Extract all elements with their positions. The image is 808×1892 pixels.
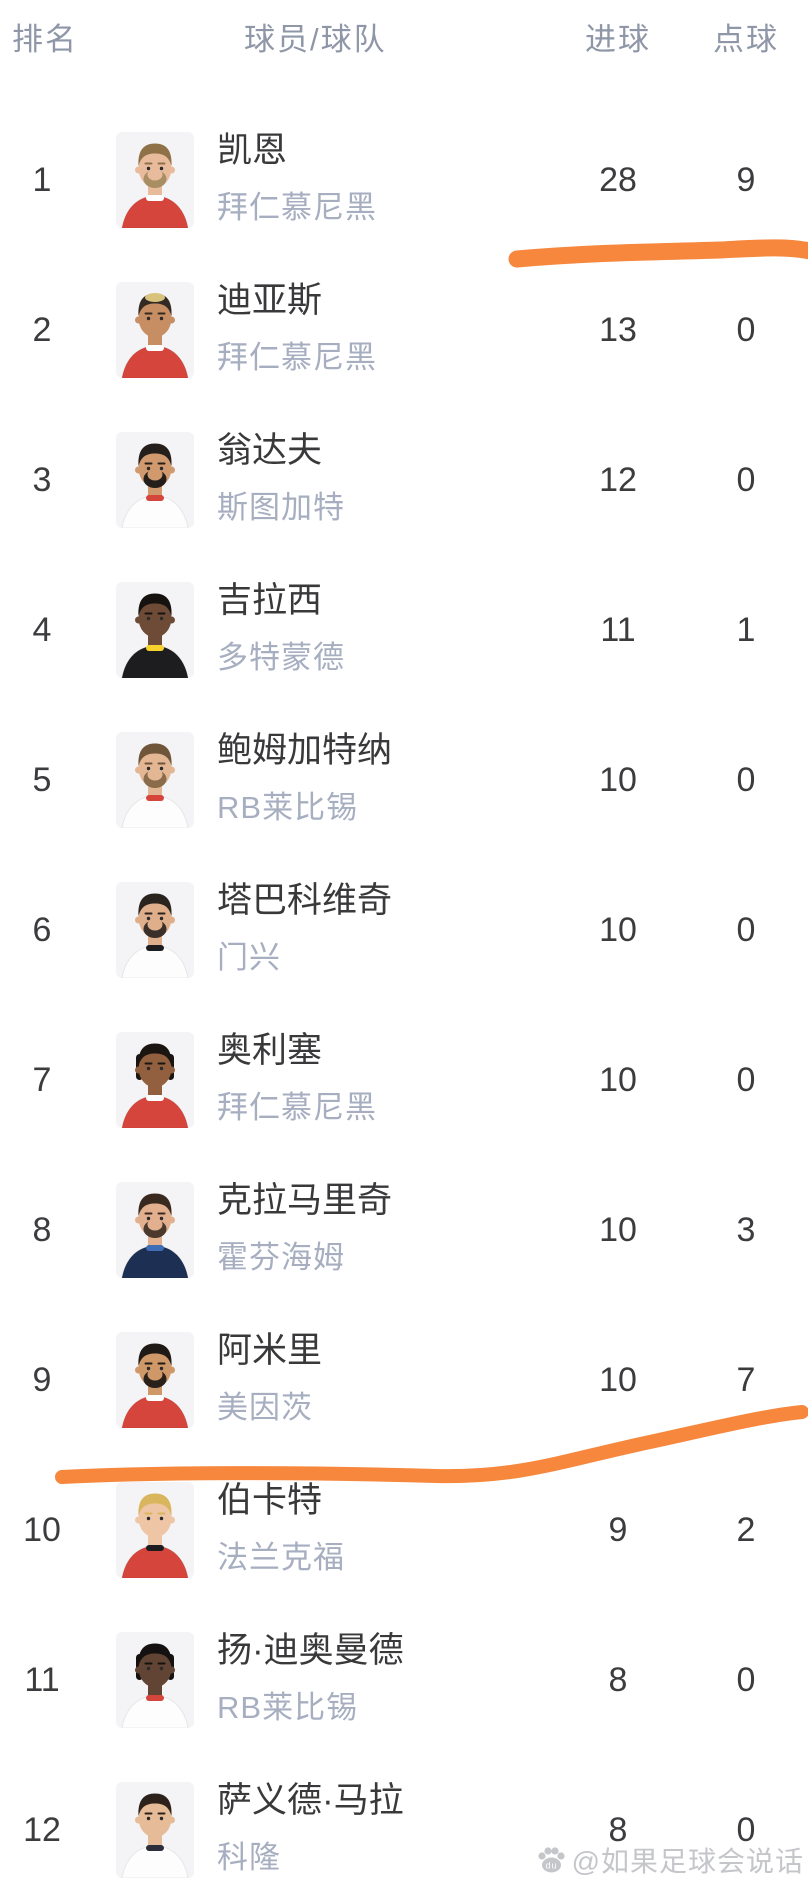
goals-cell: 10 bbox=[599, 1360, 637, 1399]
rank-cell: 4 bbox=[32, 610, 52, 649]
player-avatar bbox=[116, 1032, 194, 1128]
player-name: 伯卡特 bbox=[217, 1481, 323, 1520]
watermark: du @如果足球会说话 bbox=[535, 1840, 804, 1880]
scorer-row[interactable]: 10 伯卡特 法兰克福 9 2 bbox=[0, 1455, 808, 1605]
scorer-row[interactable]: 6 塔巴科维奇 门兴 10 0 bbox=[0, 855, 808, 1005]
penalties-cell: 3 bbox=[736, 1210, 756, 1249]
player-avatar bbox=[116, 432, 194, 528]
player-avatar bbox=[116, 1782, 194, 1878]
penalties-cell: 0 bbox=[736, 1810, 756, 1849]
player-team: 科隆 bbox=[217, 1840, 281, 1875]
column-header-goals: 进球 bbox=[585, 22, 651, 57]
scorer-row[interactable]: 12 萨义德·马拉 科隆 8 0 bbox=[0, 1755, 808, 1892]
player-team: 拜仁慕尼黑 bbox=[217, 340, 377, 375]
baijiahao-paw-icon: du bbox=[537, 1847, 565, 1873]
goals-cell: 11 bbox=[600, 610, 636, 649]
scorer-row[interactable]: 7 奥利塞 拜仁慕尼黑 10 0 bbox=[0, 1005, 808, 1155]
player-name: 塔巴科维奇 bbox=[217, 881, 393, 920]
scorer-row[interactable]: 2 迪亚斯 拜仁慕尼黑 13 0 bbox=[0, 255, 808, 405]
goals-cell: 9 bbox=[608, 1510, 628, 1549]
scorer-row[interactable]: 9 阿米里 美因茨 10 7 bbox=[0, 1305, 808, 1455]
player-name: 迪亚斯 bbox=[217, 281, 323, 320]
player-avatar bbox=[116, 1182, 194, 1278]
goals-cell: 10 bbox=[599, 1210, 637, 1249]
goals-cell: 10 bbox=[599, 910, 637, 949]
penalties-cell: 9 bbox=[736, 160, 756, 199]
paw-logo-text: du bbox=[545, 1861, 557, 1871]
player-name: 萨义德·马拉 bbox=[217, 1781, 404, 1820]
rank-cell: 3 bbox=[32, 460, 52, 499]
goals-cell: 10 bbox=[599, 1060, 637, 1099]
player-team: 门兴 bbox=[217, 940, 281, 975]
goals-cell: 12 bbox=[599, 460, 637, 499]
player-team: RB莱比锡 bbox=[217, 790, 359, 825]
player-name: 吉拉西 bbox=[217, 581, 323, 620]
rank-cell: 2 bbox=[32, 310, 52, 349]
player-avatar bbox=[116, 132, 194, 228]
goals-cell: 10 bbox=[599, 760, 637, 799]
penalties-cell: 2 bbox=[736, 1510, 756, 1549]
player-name: 阿米里 bbox=[217, 1331, 323, 1370]
penalties-cell: 0 bbox=[736, 1660, 756, 1699]
player-name: 奥利塞 bbox=[217, 1031, 323, 1070]
rank-cell: 6 bbox=[32, 910, 52, 949]
rank-cell: 7 bbox=[32, 1060, 52, 1099]
rank-cell: 12 bbox=[23, 1810, 61, 1849]
goals-cell: 8 bbox=[608, 1660, 628, 1699]
player-name: 克拉马里奇 bbox=[217, 1181, 393, 1220]
rank-cell: 1 bbox=[32, 160, 52, 199]
penalties-cell: 0 bbox=[736, 460, 756, 499]
scorer-row[interactable]: 8 克拉马里奇 霍芬海姆 10 3 bbox=[0, 1155, 808, 1305]
player-name: 鲍姆加特纳 bbox=[217, 731, 393, 770]
column-header-rank: 排名 bbox=[12, 22, 78, 57]
goals-cell: 28 bbox=[599, 160, 637, 199]
penalties-cell: 0 bbox=[736, 910, 756, 949]
column-header-player-team: 球员/球队 bbox=[244, 22, 387, 57]
player-team: RB莱比锡 bbox=[217, 1690, 359, 1725]
player-team: 法兰克福 bbox=[217, 1540, 345, 1575]
player-name: 凯恩 bbox=[217, 131, 288, 170]
scorer-row[interactable]: 4 吉拉西 多特蒙德 11 1 bbox=[0, 555, 808, 705]
rank-cell: 11 bbox=[24, 1660, 60, 1699]
player-avatar bbox=[116, 582, 194, 678]
rank-cell: 5 bbox=[32, 760, 52, 799]
player-team: 拜仁慕尼黑 bbox=[217, 1090, 377, 1125]
player-team: 多特蒙德 bbox=[217, 640, 345, 675]
player-team: 斯图加特 bbox=[217, 490, 345, 525]
player-avatar bbox=[116, 882, 194, 978]
player-avatar bbox=[116, 732, 194, 828]
goals-cell: 8 bbox=[608, 1810, 628, 1849]
scorer-row[interactable]: 11 扬·迪奥曼德 RB莱比锡 8 0 bbox=[0, 1605, 808, 1755]
player-avatar bbox=[116, 1482, 194, 1578]
scorer-row[interactable]: 3 翁达夫 斯图加特 12 0 bbox=[0, 405, 808, 555]
player-avatar bbox=[116, 1332, 194, 1428]
scorer-row[interactable]: 5 鲍姆加特纳 RB莱比锡 10 0 bbox=[0, 705, 808, 855]
player-avatar bbox=[116, 282, 194, 378]
player-team: 霍芬海姆 bbox=[217, 1240, 345, 1275]
player-team: 美因茨 bbox=[217, 1390, 313, 1425]
player-name: 翁达夫 bbox=[217, 431, 323, 470]
goals-cell: 13 bbox=[599, 310, 637, 349]
column-header-penalties: 点球 bbox=[713, 22, 779, 57]
penalties-cell: 7 bbox=[736, 1360, 756, 1399]
rank-cell: 8 bbox=[32, 1210, 52, 1249]
scorer-row[interactable]: 1 凯恩 拜仁慕尼黑 28 9 bbox=[0, 105, 808, 255]
rank-cell: 9 bbox=[32, 1360, 52, 1399]
rank-cell: 10 bbox=[23, 1510, 61, 1549]
watermark-handle: @如果足球会说话 bbox=[571, 1846, 804, 1877]
penalties-cell: 0 bbox=[736, 1060, 756, 1099]
penalties-cell: 0 bbox=[736, 760, 756, 799]
penalties-cell: 0 bbox=[736, 310, 756, 349]
player-name: 扬·迪奥曼德 bbox=[217, 1631, 404, 1670]
player-team: 拜仁慕尼黑 bbox=[217, 190, 377, 225]
penalties-cell: 1 bbox=[736, 610, 756, 649]
player-avatar bbox=[116, 1632, 194, 1728]
